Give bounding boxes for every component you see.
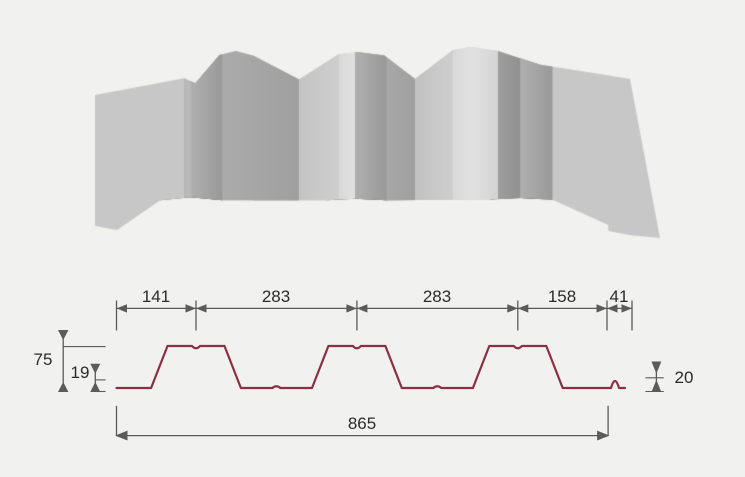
svg-text:19: 19	[71, 363, 90, 382]
svg-text:865: 865	[348, 414, 376, 433]
svg-text:20: 20	[675, 368, 694, 387]
svg-text:141: 141	[142, 287, 170, 306]
svg-text:158: 158	[548, 287, 576, 306]
svg-text:283: 283	[423, 287, 451, 306]
svg-text:41: 41	[610, 287, 629, 306]
svg-text:283: 283	[262, 287, 290, 306]
svg-text:75: 75	[34, 350, 53, 369]
